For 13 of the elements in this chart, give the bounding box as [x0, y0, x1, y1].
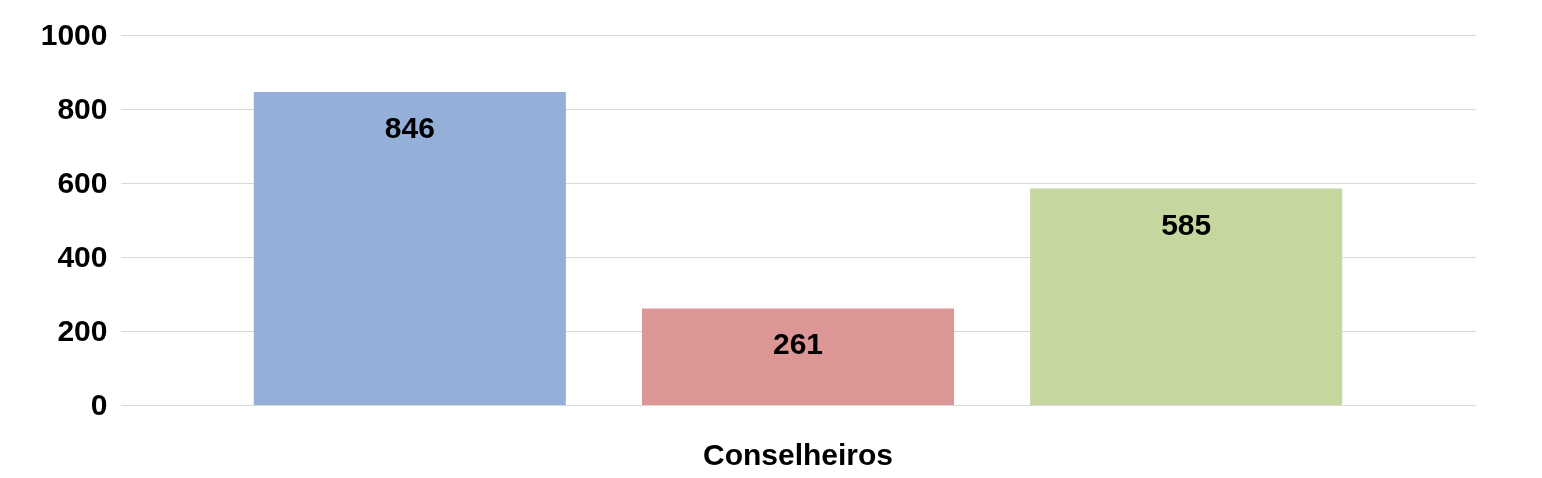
bar — [253, 91, 566, 405]
data-label: 261 — [772, 327, 824, 361]
y-tick-label: 0 — [90, 387, 108, 421]
bar — [1030, 188, 1343, 405]
data-label: 585 — [1161, 207, 1212, 241]
x-tick-label: Conselheiros — [702, 437, 894, 471]
y-tick-label: 400 — [57, 239, 108, 273]
data-label: 846 — [384, 110, 435, 144]
y-tick-label: 600 — [57, 165, 108, 199]
y-tick-label: 200 — [57, 313, 108, 347]
y-tick-label: 800 — [57, 91, 108, 125]
y-tick-label: 1000 — [40, 17, 108, 51]
bar — [641, 308, 955, 405]
